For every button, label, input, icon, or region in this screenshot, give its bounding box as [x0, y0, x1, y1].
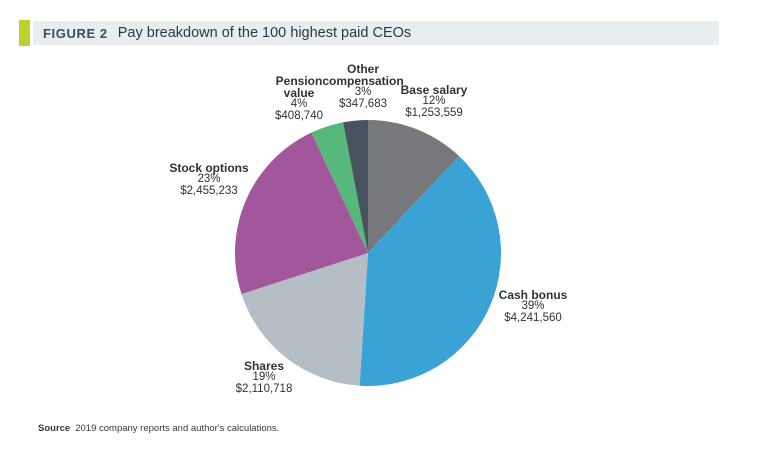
source-note: Source 2019 company reports and author's …: [38, 423, 279, 434]
slice-value: $2,455,233: [180, 184, 238, 197]
slice-percent: 12%: [422, 95, 446, 107]
slice-percent: 3%: [354, 86, 372, 98]
pie-slice-stock-options: [235, 132, 368, 295]
slice-value: $2,110,718: [235, 382, 293, 395]
slice-percent: 39%: [521, 300, 545, 312]
slice-value: $347,683: [339, 97, 387, 110]
slice-name: Pension value: [275, 74, 323, 100]
figure-title: Pay breakdown of the 100 highest paid CE…: [117, 25, 412, 41]
slice-label-base-salary: Base salary 12% $1,253,559: [401, 84, 468, 119]
slice-label-pension-value: Pension value 4% $408,740: [268, 75, 330, 122]
slice-value: $4,241,560: [504, 311, 562, 324]
slice-value: $1,253,559: [405, 106, 463, 119]
slice-percent: 4%: [290, 98, 308, 110]
slice-name: Cash bonus: [498, 288, 568, 302]
slice-label-shares: Shares 19% $2,110,718: [236, 360, 293, 395]
figure-label: FIGURE 2: [43, 25, 108, 41]
pie-slice-other-compensation: [343, 120, 368, 253]
source-text: 2019 company reports and author's calcul…: [75, 423, 280, 434]
slice-label-cash-bonus: Cash bonus 39% $4,241,560: [499, 289, 568, 324]
figure-accent-bar: [19, 20, 30, 46]
pie-slice-base-salary: [368, 120, 460, 253]
slice-name: Shares: [243, 359, 285, 373]
pie-chart: [235, 120, 501, 387]
pie-slice-shares: [241, 253, 368, 386]
slice-label-other-compensation: Other compensation 3% $347,683: [308, 63, 418, 110]
slice-name: Stock options: [169, 161, 249, 175]
slice-percent: 19%: [252, 371, 276, 383]
slice-value: $408,740: [275, 109, 323, 122]
pie-slice-pension-value: [311, 122, 368, 253]
slice-label-stock-options: Stock options 23% $2,455,233: [169, 162, 248, 197]
slice-name: Other compensation: [322, 62, 404, 88]
slice-percent: 23%: [197, 173, 221, 185]
figure-header: FIGURE 2 Pay breakdown of the 100 highes…: [33, 21, 719, 45]
pie-slice-cash-bonus: [359, 156, 501, 387]
slice-name: Base salary: [400, 83, 468, 97]
source-label: Source: [38, 423, 71, 434]
